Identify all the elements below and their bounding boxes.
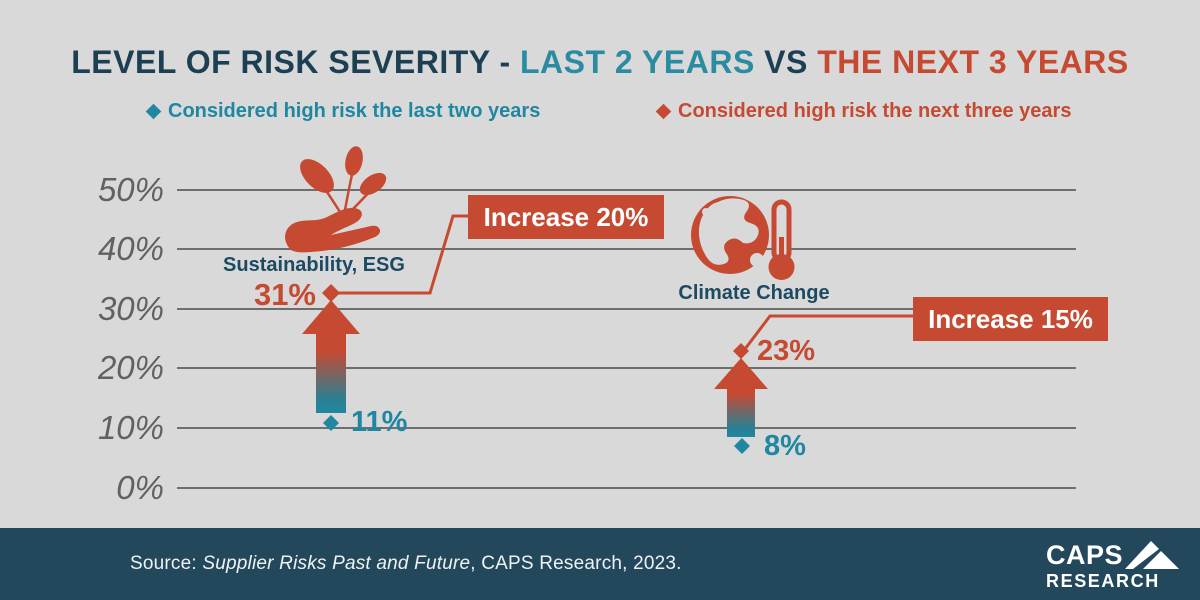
y-tick-30: 30% — [97, 290, 164, 327]
legend-past-label: Considered high risk the last two years — [168, 100, 541, 122]
climate-past-marker — [734, 438, 750, 454]
y-tick-20: 20% — [97, 349, 164, 386]
y-tick-0: 0% — [116, 469, 164, 506]
source-suffix: , CAPS Research, 2023. — [470, 553, 682, 574]
y-tick-50: 50% — [97, 171, 164, 208]
sustainability-callout-connector — [338, 214, 468, 295]
source-prefix: Source: — [130, 553, 203, 574]
climate-future-marker — [733, 343, 749, 359]
y-tick-40: 40% — [97, 230, 164, 267]
hand-with-leaves-icon — [285, 146, 387, 253]
title-main-segment: LEVEL OF RISK SEVERITY - — [71, 44, 520, 80]
title-vs-segment: VS — [754, 44, 818, 80]
sustainability-past-marker — [323, 415, 339, 431]
climate-increase-arrow — [714, 358, 768, 437]
globe-thermometer-icon — [691, 196, 795, 280]
legend-item-future: Considered high risk the next three year… — [655, 100, 1072, 123]
logo-research-text: RESEARCH — [1046, 571, 1160, 591]
title-past-segment: LAST 2 YEARS — [519, 44, 755, 80]
value-sustainability-future: 31% — [253, 277, 316, 312]
mountain-icon — [1125, 541, 1180, 569]
category-label-climate: Climate Change — [678, 282, 830, 304]
source-report-title: Supplier Risks Past and Future — [202, 553, 471, 574]
callout-increase-15: Increase 15% — [913, 297, 1108, 341]
value-climate-past: 8% — [764, 430, 806, 462]
page-title: LEVEL OF RISK SEVERITY - LAST 2 YEARS VS… — [0, 44, 1200, 81]
y-tick-10: 10% — [97, 409, 164, 446]
sustainability-increase-arrow — [302, 300, 360, 413]
legend-future-label: Considered high risk the next three year… — [678, 100, 1072, 122]
value-climate-future: 23% — [757, 335, 816, 367]
callout-increase-20: Increase 20% — [468, 195, 664, 239]
value-sustainability-past: 11% — [351, 406, 408, 438]
sustainability-future-marker — [322, 284, 340, 302]
caps-research-logo: CAPS RESEARCH — [1046, 539, 1186, 590]
footer-bar: Source: Supplier Risks Past and Future, … — [0, 528, 1200, 600]
category-label-sustainability: Sustainability, ESG — [223, 254, 405, 276]
logo-caps-text: CAPS — [1046, 540, 1124, 570]
legend-item-past: Considered high risk the last two years — [145, 100, 541, 123]
title-future-segment: THE NEXT 3 YEARS — [817, 44, 1129, 80]
source-citation: Source: Supplier Risks Past and Future, … — [130, 553, 682, 575]
climate-callout-connector — [743, 314, 913, 350]
